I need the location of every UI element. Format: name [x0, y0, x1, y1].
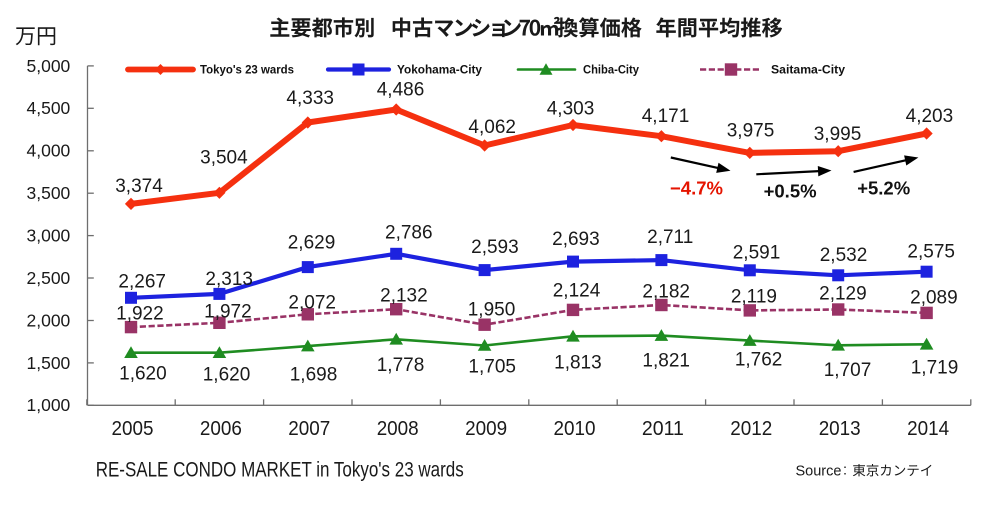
svg-text:4,500: 4,500 [27, 98, 71, 118]
svg-text:1,972: 1,972 [204, 301, 252, 322]
svg-text:2,575: 2,575 [907, 242, 955, 263]
svg-text:2,072: 2,072 [288, 293, 336, 314]
svg-text:−4.7%: −4.7% [670, 178, 723, 199]
svg-text:2,182: 2,182 [642, 282, 690, 303]
svg-text:2,711: 2,711 [647, 227, 693, 248]
svg-text:4,303: 4,303 [547, 98, 595, 119]
svg-text:2,532: 2,532 [820, 245, 868, 266]
svg-text:2005: 2005 [112, 418, 154, 440]
svg-text:1,950: 1,950 [468, 300, 516, 321]
svg-text:2007: 2007 [288, 418, 330, 440]
svg-text:2010: 2010 [554, 418, 596, 440]
svg-text:4,203: 4,203 [906, 106, 954, 127]
svg-text:1,620: 1,620 [203, 364, 251, 385]
svg-text:1,707: 1,707 [824, 360, 872, 381]
svg-text:2,593: 2,593 [471, 237, 519, 258]
svg-text:3,500: 3,500 [27, 183, 71, 203]
svg-text:2,500: 2,500 [27, 268, 71, 288]
svg-text:Chiba-City: Chiba-City [583, 62, 639, 76]
svg-text:3,374: 3,374 [115, 176, 163, 197]
svg-text:2,693: 2,693 [552, 229, 600, 250]
svg-text:4,333: 4,333 [286, 88, 334, 109]
svg-text:2008: 2008 [377, 418, 419, 440]
svg-text:RE-SALE CONDO MARKET in Tokyo': RE-SALE CONDO MARKET in Tokyo's 23 wards [96, 459, 464, 482]
svg-text:5,000: 5,000 [27, 56, 71, 76]
svg-text:4,062: 4,062 [468, 117, 516, 138]
svg-text:2,089: 2,089 [910, 288, 958, 309]
svg-text:Source: Source [796, 464, 842, 480]
svg-text:2013: 2013 [819, 418, 861, 440]
svg-text:2,000: 2,000 [27, 310, 71, 330]
svg-text:2012: 2012 [730, 418, 772, 440]
svg-text:Tokyo's 23 wards: Tokyo's 23 wards [200, 62, 294, 76]
svg-text:2,129: 2,129 [819, 284, 867, 305]
svg-text:1,500: 1,500 [27, 353, 71, 373]
svg-text:2006: 2006 [200, 418, 242, 440]
svg-text:1,821: 1,821 [642, 351, 690, 372]
svg-text:1,922: 1,922 [116, 303, 164, 324]
svg-text:1,719: 1,719 [911, 357, 959, 378]
svg-text:3,975: 3,975 [727, 121, 775, 142]
svg-text:1,620: 1,620 [119, 364, 167, 385]
svg-text:4,171: 4,171 [642, 106, 690, 127]
svg-text:2014: 2014 [907, 418, 949, 440]
svg-text::: : [843, 463, 847, 479]
svg-text:2,629: 2,629 [288, 233, 336, 254]
svg-text:2009: 2009 [465, 418, 507, 440]
svg-text:3,504: 3,504 [200, 147, 248, 168]
svg-text:1,778: 1,778 [377, 355, 425, 376]
svg-text:2011: 2011 [642, 418, 684, 440]
svg-text:3,000: 3,000 [27, 226, 71, 246]
svg-text:1,813: 1,813 [554, 352, 602, 373]
svg-text:3,995: 3,995 [814, 124, 862, 145]
svg-text:Yokohama-City: Yokohama-City [397, 62, 482, 76]
svg-text:2,119: 2,119 [731, 286, 777, 307]
svg-text:2,267: 2,267 [118, 272, 166, 293]
svg-text:2,591: 2,591 [733, 243, 781, 264]
svg-text:2,313: 2,313 [205, 269, 253, 290]
svg-text:4,486: 4,486 [377, 80, 425, 101]
svg-text:4,000: 4,000 [27, 141, 71, 161]
svg-text:1,698: 1,698 [290, 364, 338, 385]
svg-text:+0.5%: +0.5% [764, 181, 817, 202]
svg-text:2,132: 2,132 [380, 286, 428, 307]
svg-text:1,705: 1,705 [468, 356, 516, 377]
svg-text:2,786: 2,786 [385, 222, 433, 243]
svg-text:1,762: 1,762 [735, 349, 783, 370]
svg-text:2,124: 2,124 [553, 281, 601, 302]
svg-text:Saitama-City: Saitama-City [771, 62, 845, 76]
svg-text:1,000: 1,000 [27, 395, 71, 415]
svg-text:+5.2%: +5.2% [857, 178, 910, 199]
